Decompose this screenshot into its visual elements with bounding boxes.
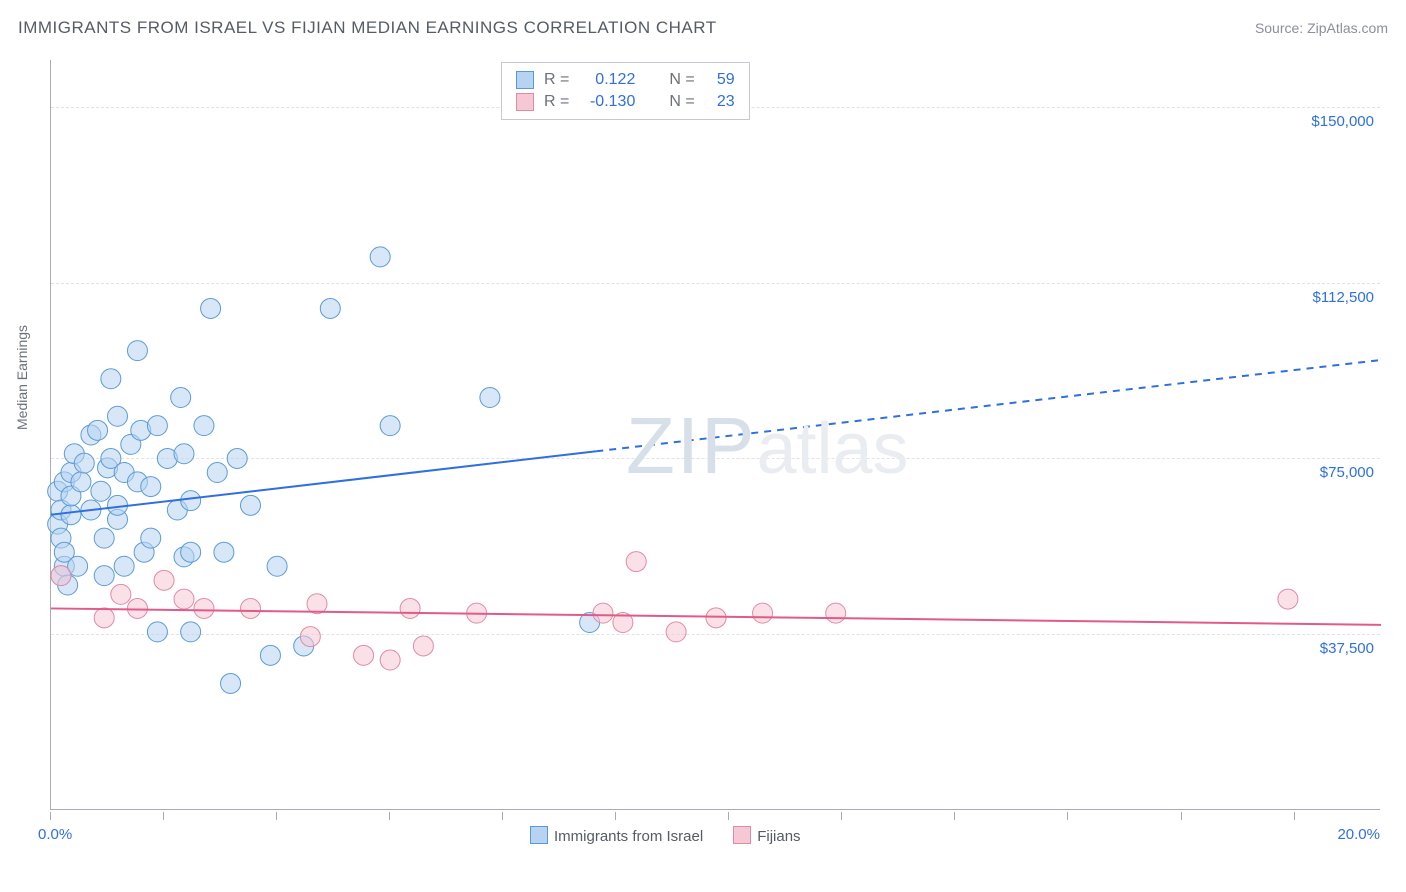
data-point (141, 477, 161, 497)
x-tick (389, 812, 390, 820)
data-point (214, 542, 234, 562)
trend-line-dashed (596, 360, 1381, 451)
data-point (241, 598, 261, 618)
data-point (221, 673, 241, 693)
stat-R-value: 0.122 (579, 71, 635, 89)
data-point (74, 453, 94, 473)
stat-N-label: N = (669, 93, 694, 111)
x-tick (502, 812, 503, 820)
data-point (147, 416, 167, 436)
data-point (141, 528, 161, 548)
data-point (101, 369, 121, 389)
data-point (241, 495, 261, 515)
data-point (706, 608, 726, 628)
data-point (826, 603, 846, 623)
data-point (91, 481, 111, 501)
data-point (1278, 589, 1298, 609)
legend-swatch (733, 826, 751, 844)
legend-series: Immigrants from Israel Fijians (530, 826, 801, 845)
data-point (370, 247, 390, 267)
legend-label: Immigrants from Israel (554, 828, 703, 845)
legend-item: Fijians (733, 826, 800, 845)
data-point (194, 598, 214, 618)
data-point (147, 622, 167, 642)
data-point (51, 566, 71, 586)
data-point (260, 645, 280, 665)
chart-title: IMMIGRANTS FROM ISRAEL VS FIJIAN MEDIAN … (18, 18, 717, 38)
data-point (154, 570, 174, 590)
stats-row: R = 0.122 N = 59 (516, 69, 735, 91)
data-point (111, 584, 131, 604)
stat-R-label: R = (544, 71, 569, 89)
y-tick-label: $75,000 (1320, 464, 1374, 481)
data-point (207, 463, 227, 483)
data-point (94, 566, 114, 586)
legend-swatch (530, 826, 548, 844)
x-tick (954, 812, 955, 820)
data-point (227, 448, 247, 468)
y-tick-label: $150,000 (1311, 113, 1374, 130)
data-point (300, 627, 320, 647)
data-point (380, 650, 400, 670)
y-tick-label: $37,500 (1320, 640, 1374, 657)
legend-swatch (516, 71, 534, 89)
x-tick (841, 812, 842, 820)
stats-legend-box: R = 0.122 N = 59 R = -0.130 N = 23 (501, 62, 750, 120)
data-point (181, 542, 201, 562)
legend-item: Immigrants from Israel (530, 826, 703, 845)
data-point (354, 645, 374, 665)
x-tick (276, 812, 277, 820)
y-axis-label: Median Earnings (14, 325, 30, 430)
stat-N-value: 59 (705, 71, 735, 89)
data-point (94, 608, 114, 628)
stat-N-value: 23 (705, 93, 735, 111)
data-point (626, 552, 646, 572)
scatter-svg (51, 60, 1381, 810)
y-tick-label: $112,500 (1313, 289, 1374, 306)
data-point (108, 406, 128, 426)
data-point (71, 472, 91, 492)
data-point (194, 416, 214, 436)
data-point (181, 622, 201, 642)
stat-R-label: R = (544, 93, 569, 111)
data-point (114, 556, 134, 576)
data-point (267, 556, 287, 576)
data-point (201, 298, 221, 318)
x-tick (1067, 812, 1068, 820)
chart-plot-area: ZIPatlas R =0.122N =59R =-0.130N =23 $37… (50, 60, 1380, 810)
data-point (380, 416, 400, 436)
data-point (666, 622, 686, 642)
data-point (320, 298, 340, 318)
x-tick (50, 812, 51, 820)
data-point (171, 388, 191, 408)
x-axis-min-label: 0.0% (38, 826, 72, 843)
source-label: Source: ZipAtlas.com (1255, 20, 1388, 36)
x-tick (615, 812, 616, 820)
x-tick (1181, 812, 1182, 820)
stat-R-value: -0.130 (579, 93, 635, 111)
legend-swatch (516, 93, 534, 111)
data-point (181, 491, 201, 511)
x-axis-max-label: 20.0% (1337, 826, 1380, 843)
data-point (174, 589, 194, 609)
data-point (127, 341, 147, 361)
x-tick (1294, 812, 1295, 820)
data-point (400, 598, 420, 618)
legend-label: Fijians (757, 828, 800, 845)
data-point (94, 528, 114, 548)
data-point (88, 420, 108, 440)
stat-N-label: N = (669, 71, 694, 89)
x-tick (163, 812, 164, 820)
x-axis-ticks (50, 812, 1380, 822)
data-point (753, 603, 773, 623)
data-point (174, 444, 194, 464)
stats-row: R = -0.130 N = 23 (516, 91, 735, 113)
x-tick (728, 812, 729, 820)
data-point (480, 388, 500, 408)
data-point (413, 636, 433, 656)
data-point (61, 505, 81, 525)
data-point (593, 603, 613, 623)
